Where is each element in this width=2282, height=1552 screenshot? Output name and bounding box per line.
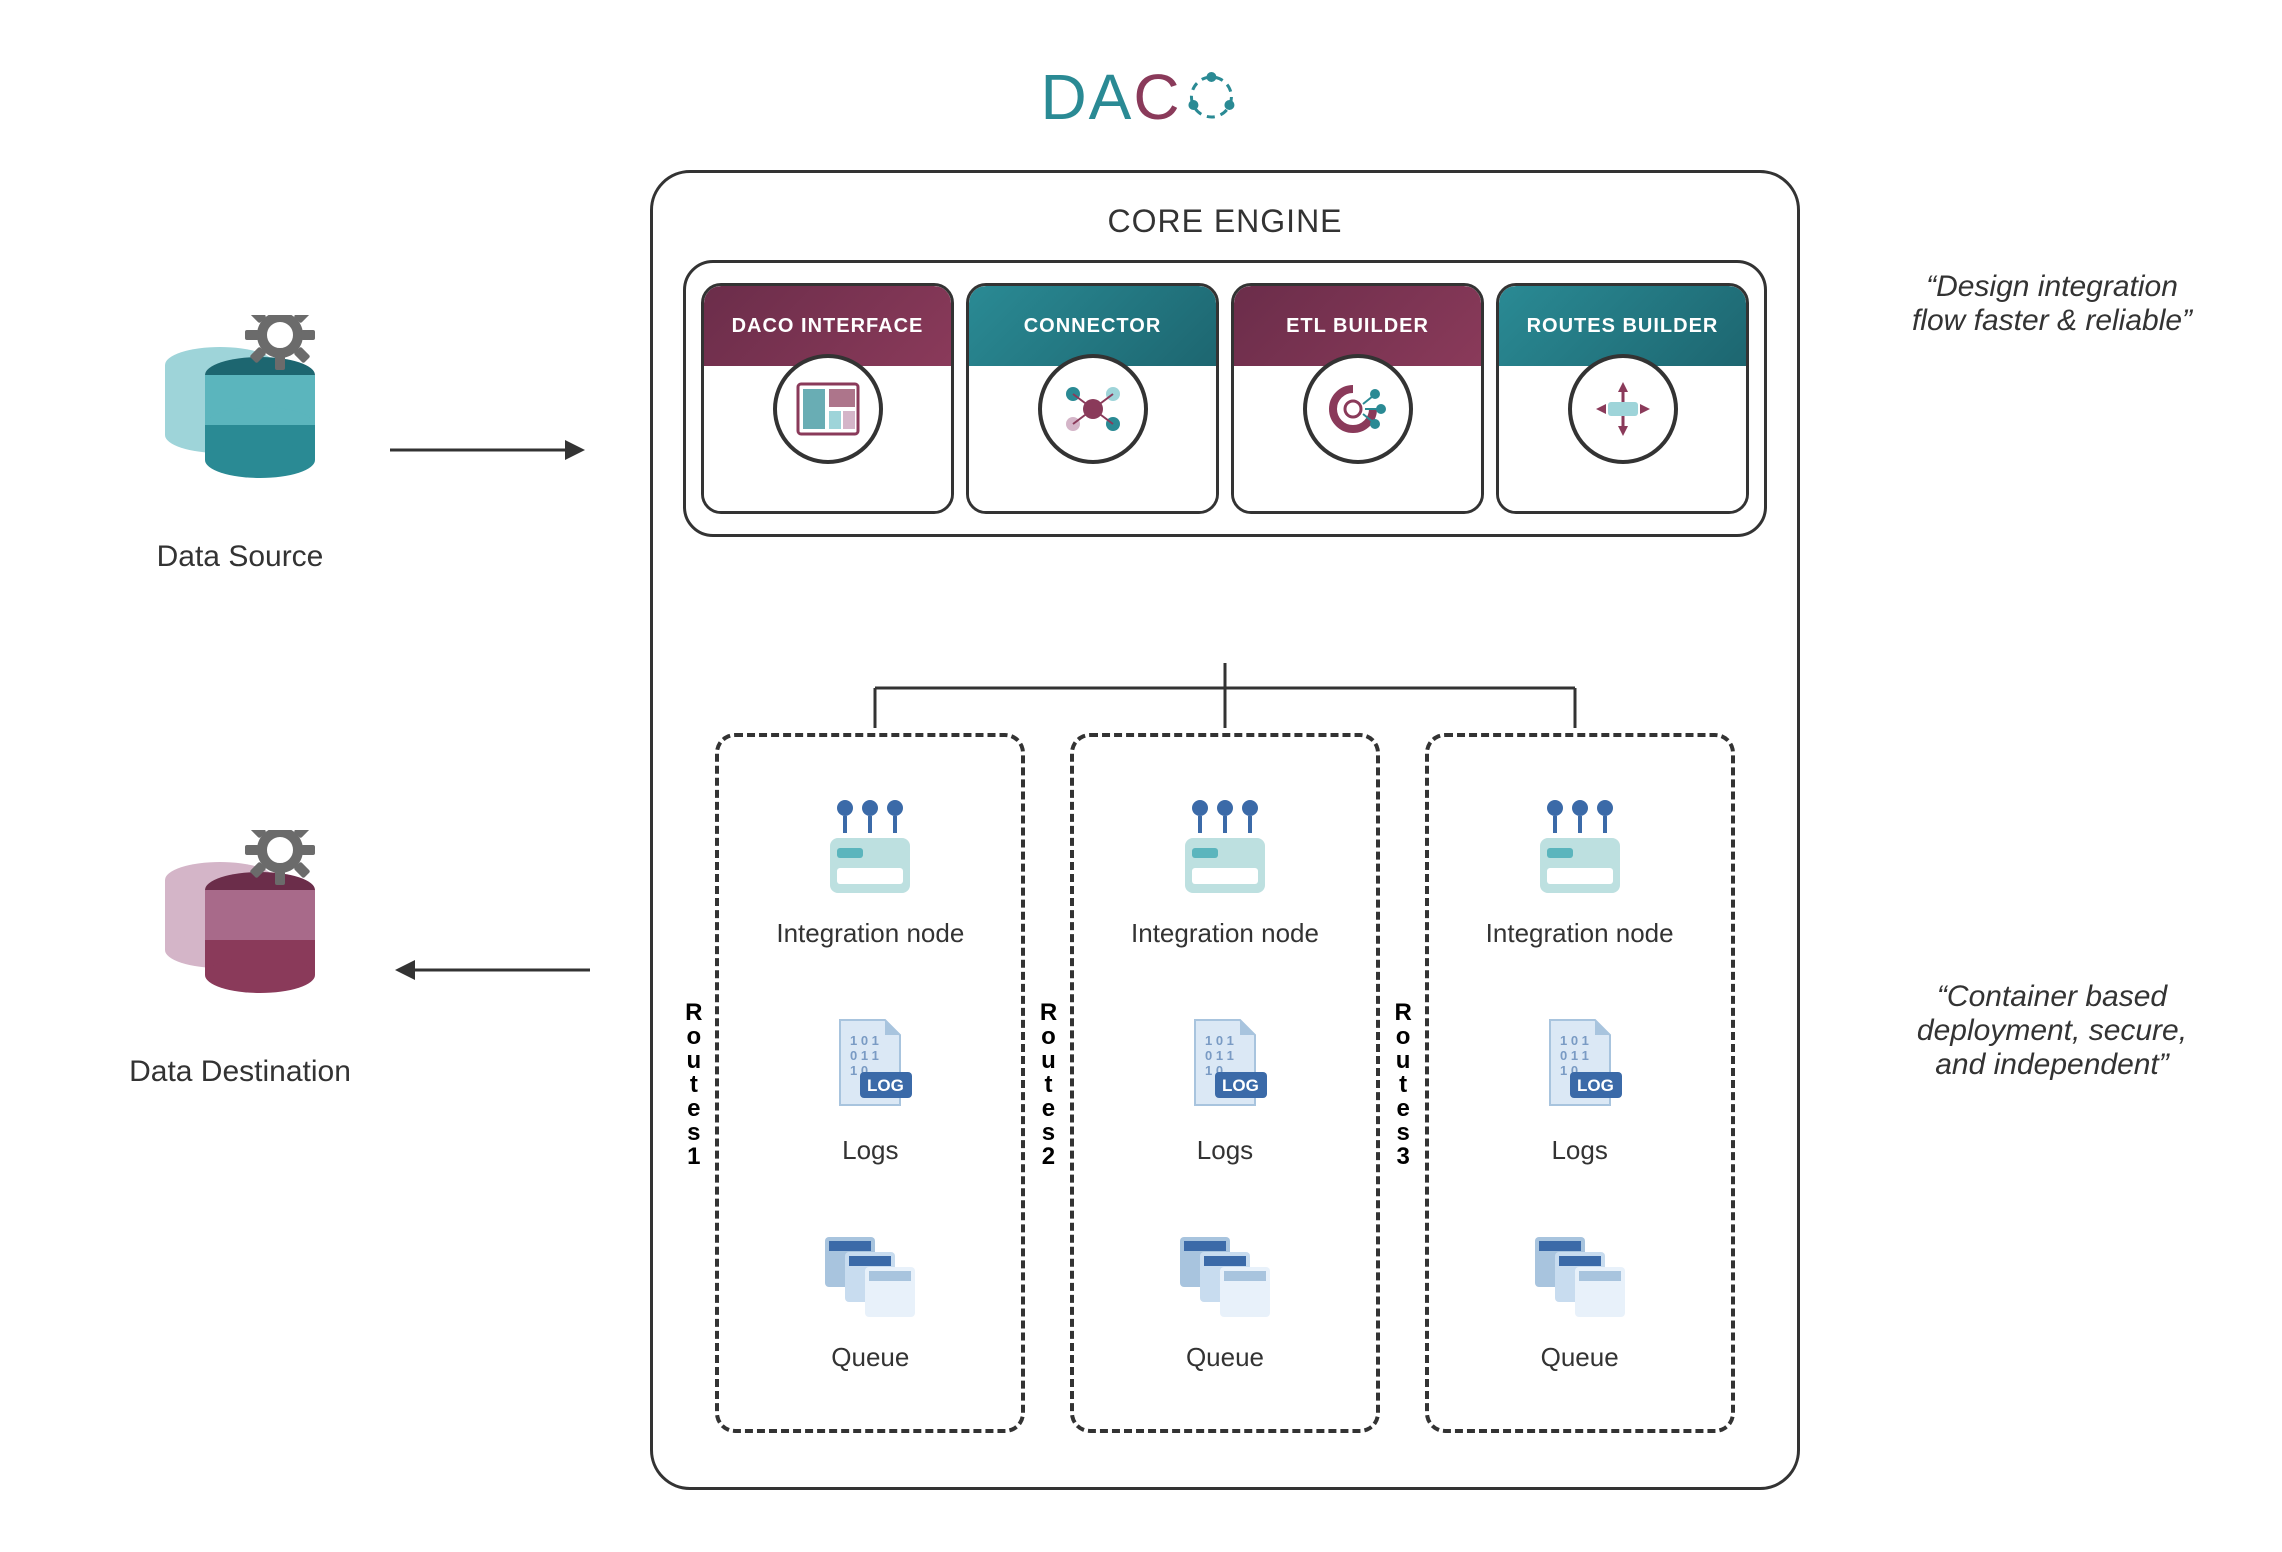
integration-node-item: Integration node bbox=[1486, 793, 1674, 949]
svg-text:1 0 1: 1 0 1 bbox=[1205, 1033, 1234, 1048]
logo-letter-a: A bbox=[1089, 61, 1134, 133]
data-destination-block: Data Destination bbox=[100, 830, 380, 1089]
svg-text:LOG: LOG bbox=[1577, 1076, 1614, 1095]
logs-item: 1 0 1 0 1 1 1 0 LOG Logs bbox=[1530, 1010, 1630, 1166]
svg-text:LOG: LOG bbox=[867, 1076, 904, 1095]
svg-text:1 0 1: 1 0 1 bbox=[850, 1033, 879, 1048]
svg-text:0 1 1: 0 1 1 bbox=[850, 1048, 879, 1063]
logs-icon: 1 0 1 0 1 1 1 0 LOG bbox=[820, 1010, 920, 1120]
svg-text:LOG: LOG bbox=[1222, 1076, 1259, 1095]
data-source-block: Data Source bbox=[100, 315, 380, 574]
daco-logo: DAC bbox=[1040, 60, 1241, 134]
arrow-from-engine-icon bbox=[390, 950, 590, 995]
queue-icon bbox=[815, 1227, 925, 1327]
quote-design: “Design integration flow faster & reliab… bbox=[1902, 270, 2202, 338]
module-daco-interface: DACO INTERFACE bbox=[701, 283, 954, 514]
queue-icon bbox=[1525, 1227, 1635, 1327]
architecture-diagram: DAC bbox=[40, 40, 2242, 1512]
integration-node-item: Integration node bbox=[1131, 793, 1319, 949]
route-box-2: Routes2 Integration node bbox=[1070, 733, 1380, 1433]
logs-label: Logs bbox=[842, 1135, 898, 1166]
route-label: Routes2 bbox=[1034, 999, 1062, 1167]
arrow-to-engine-icon bbox=[390, 430, 590, 475]
queue-item: Queue bbox=[815, 1227, 925, 1373]
logs-icon: 1 0 1 0 1 1 1 0 LOG bbox=[1175, 1010, 1275, 1120]
integration-node-label: Integration node bbox=[776, 918, 964, 949]
queue-label: Queue bbox=[1186, 1342, 1264, 1373]
route-label: Routes3 bbox=[1389, 999, 1417, 1167]
quote-container: “Container based deployment, secure, and… bbox=[1902, 980, 2202, 1082]
logs-item: 1 0 1 0 1 1 1 0 LOG Logs bbox=[820, 1010, 920, 1166]
logs-label: Logs bbox=[1551, 1135, 1607, 1166]
queue-label: Queue bbox=[831, 1342, 909, 1373]
routes-icon bbox=[1568, 354, 1678, 464]
svg-text:0 1 1: 0 1 1 bbox=[1560, 1048, 1589, 1063]
queue-icon bbox=[1170, 1227, 1280, 1327]
etl-icon bbox=[1303, 354, 1413, 464]
integration-node-item: Integration node bbox=[776, 793, 964, 949]
core-engine-title: CORE ENGINE bbox=[683, 203, 1767, 240]
logo-letter-d: D bbox=[1040, 61, 1088, 133]
logs-icon: 1 0 1 0 1 1 1 0 LOG bbox=[1530, 1010, 1630, 1120]
database-destination-icon bbox=[100, 830, 380, 1015]
logs-label: Logs bbox=[1197, 1135, 1253, 1166]
interface-icon bbox=[773, 354, 883, 464]
logs-item: 1 0 1 0 1 1 1 0 LOG Logs bbox=[1175, 1010, 1275, 1166]
connector-bracket-icon bbox=[845, 663, 1605, 738]
core-engine-container: CORE ENGINE DACO INTERFACE bbox=[650, 170, 1800, 1490]
connector-icon bbox=[1038, 354, 1148, 464]
queue-item: Queue bbox=[1170, 1227, 1280, 1373]
data-source-label: Data Source bbox=[100, 540, 380, 574]
logo-letter-c: C bbox=[1133, 61, 1181, 133]
module-connector: CONNECTOR bbox=[966, 283, 1219, 514]
route-label: Routes1 bbox=[679, 999, 707, 1167]
integration-node-icon bbox=[815, 793, 925, 903]
integration-node-icon bbox=[1170, 793, 1280, 903]
svg-text:1 0 1: 1 0 1 bbox=[1560, 1033, 1589, 1048]
queue-item: Queue bbox=[1525, 1227, 1635, 1373]
route-box-1: Routes1 Integration node bbox=[715, 733, 1025, 1433]
integration-node-label: Integration node bbox=[1486, 918, 1674, 949]
queue-label: Queue bbox=[1541, 1342, 1619, 1373]
module-etl-builder: ETL BUILDER bbox=[1231, 283, 1484, 514]
modules-container: DACO INTERFACE CONNECTOR bbox=[683, 260, 1767, 537]
svg-text:0 1 1: 0 1 1 bbox=[1205, 1048, 1234, 1063]
routes-row: Routes1 Integration node bbox=[693, 733, 1757, 1433]
route-box-3: Routes3 Integration node bbox=[1425, 733, 1735, 1433]
integration-node-label: Integration node bbox=[1131, 918, 1319, 949]
data-destination-label: Data Destination bbox=[100, 1055, 380, 1089]
database-source-icon bbox=[100, 315, 380, 500]
logo-letter-o bbox=[1182, 60, 1242, 134]
module-routes-builder: ROUTES BUILDER bbox=[1496, 283, 1749, 514]
integration-node-icon bbox=[1525, 793, 1635, 903]
